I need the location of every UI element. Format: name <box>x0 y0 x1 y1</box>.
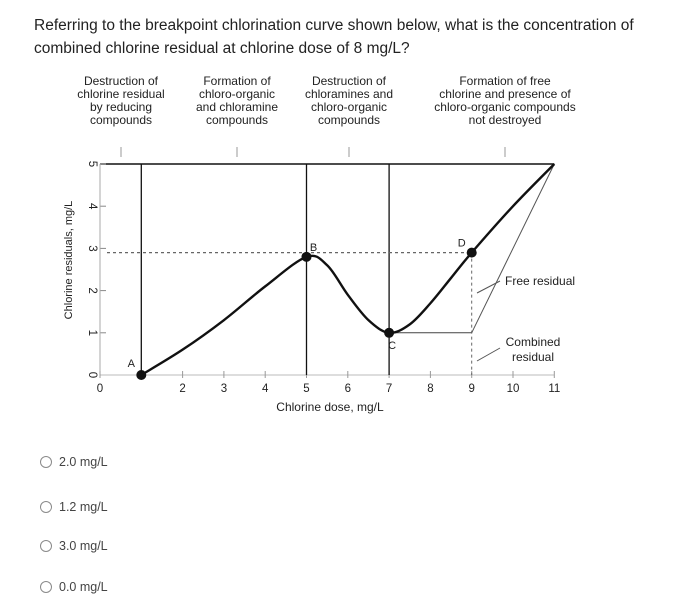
x-tick-label-2: 2 <box>179 383 185 395</box>
option-label: 0.0 mg/L <box>59 580 108 594</box>
option-2-0[interactable]: 2.0 mg/L <box>40 455 108 469</box>
radio-button[interactable] <box>40 501 52 513</box>
zone-label-1-line-1: Destruction of <box>84 74 159 88</box>
question-line-1: Referring to the breakpoint chlorination… <box>34 17 634 34</box>
x-tick-label-5: 5 <box>303 383 309 395</box>
x-tick-label-3: 3 <box>221 383 227 395</box>
x-axis-label: Chlorine dose, mg/L <box>276 400 384 414</box>
zone-label-2-line-4: compounds <box>206 113 268 127</box>
zone-label-4-line-4: not destroyed <box>469 113 542 127</box>
zone-label-3-line-4: compounds <box>318 113 380 127</box>
radio-button[interactable] <box>40 456 52 468</box>
free-residual-leader <box>476 280 501 294</box>
option-label: 2.0 mg/L <box>59 455 108 469</box>
zone-label-1-line-4: compounds <box>90 113 152 127</box>
combined-residual-leader <box>476 347 501 362</box>
zone-label-4-line-1: Formation of free <box>459 74 551 88</box>
zone-label-4-line-2: chlorine and presence of <box>439 87 571 101</box>
point-label-A: A <box>128 358 136 370</box>
y-tick-label-1: 1 <box>86 330 98 336</box>
zone-label-3-line-3: chloro-organic <box>311 100 387 114</box>
point-C <box>384 327 395 338</box>
point-label-C: C <box>388 340 396 352</box>
y-tick-label-2: 2 <box>86 287 98 293</box>
point-A <box>136 370 147 380</box>
x-tick-label-9: 9 <box>468 383 474 395</box>
question-text: Referring to the breakpoint chlorination… <box>34 14 684 60</box>
x-tick-label-10: 10 <box>507 383 520 395</box>
x-tick-label-4: 4 <box>262 383 269 395</box>
option-label: 1.2 mg/L <box>59 500 108 514</box>
annotation-combined-line-1: Combined <box>506 335 561 349</box>
x-tick-label-11: 11 <box>548 383 560 395</box>
option-label: 3.0 mg/L <box>59 539 108 553</box>
option-1-2[interactable]: 1.2 mg/L <box>40 500 108 514</box>
question-line-2: combined chlorine residual at chlorine d… <box>34 40 410 57</box>
x-tick-label-0: 0 <box>97 383 103 395</box>
point-D <box>466 247 477 258</box>
x-tick-label-7: 7 <box>386 383 392 395</box>
zone-label-2-line-1: Formation of <box>203 74 271 88</box>
zone-label-1-line-3: by reducing <box>90 100 152 114</box>
option-3-0[interactable]: 3.0 mg/L <box>40 539 108 553</box>
annotation-free-residual: Free residual <box>505 274 575 288</box>
breakpoint-curve <box>140 163 556 377</box>
point-label-B: B <box>310 242 317 254</box>
annotation-combined-line-2: residual <box>512 350 554 364</box>
y-axis-label: Chlorine residuals, mg/L <box>63 201 75 320</box>
x-tick-label-6: 6 <box>345 383 351 395</box>
point-label-D: D <box>458 238 466 250</box>
radio-button[interactable] <box>40 581 52 593</box>
zone-label-3-line-2: chloramines and <box>305 87 393 101</box>
option-0-0[interactable]: 0.0 mg/L <box>40 580 108 594</box>
zone-label-4-line-3: chloro-organic compounds <box>434 100 575 114</box>
zone-label-3-line-1: Destruction of <box>312 74 387 88</box>
x-tick-label-8: 8 <box>427 383 433 395</box>
y-tick-label-4: 4 <box>86 203 98 210</box>
y-tick-label-5: 5 <box>86 161 98 167</box>
zone-label-2-line-3: and chloramine <box>196 100 278 114</box>
y-tick-label-3: 3 <box>86 245 98 251</box>
radio-button[interactable] <box>40 540 52 552</box>
zone-label-2-line-2: chloro-organic <box>199 87 275 101</box>
point-B <box>301 251 312 262</box>
zone-label-1-line-2: chlorine residual <box>77 87 164 101</box>
free-residual-line <box>471 163 555 334</box>
y-tick-label-0: 0 <box>86 372 98 378</box>
